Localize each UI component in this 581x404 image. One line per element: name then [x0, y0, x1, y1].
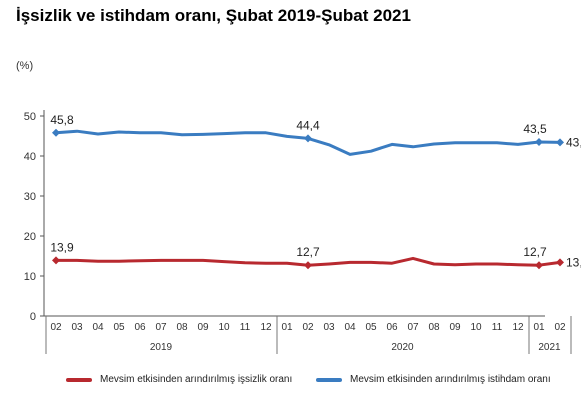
x-tick-label: 05 [113, 322, 125, 333]
y-tick-label: 30 [24, 191, 36, 203]
data-point-marker [304, 261, 312, 270]
y-tick-label: 10 [24, 271, 36, 283]
x-tick-label: 11 [492, 322, 503, 333]
x-tick-label: 03 [323, 322, 335, 333]
data-label: 12,7 [523, 245, 547, 259]
x-tick-label: 01 [281, 322, 293, 333]
data-label: 13,4 [566, 255, 581, 269]
x-tick-label: 08 [176, 322, 188, 333]
x-tick-label: 02 [302, 322, 314, 333]
x-tick-label: 12 [260, 322, 272, 333]
x-tick-label: 10 [218, 322, 230, 333]
employment-swatch [316, 377, 342, 382]
data-label: 44,4 [296, 118, 320, 132]
x-tick-label: 06 [134, 322, 146, 333]
y-tick-label: 20 [24, 231, 36, 243]
x-tick-label: 09 [197, 322, 209, 333]
data-point-marker [556, 258, 564, 267]
x-tick-label: 01 [533, 322, 545, 333]
year-label: 2020 [391, 342, 414, 353]
y-tick-label: 0 [30, 311, 36, 323]
data-label: 12,7 [296, 245, 320, 259]
data-point-marker [52, 128, 60, 137]
legend-label-employment: Mevsim etkisinden arındırılmış istihdam … [350, 374, 551, 385]
x-tick-label: 07 [407, 322, 419, 333]
x-tick-label: 06 [386, 322, 398, 333]
x-tick-label: 05 [365, 322, 377, 333]
data-point-marker [535, 138, 543, 146]
x-tick-label: 08 [428, 322, 440, 333]
data-label: 43,4 [566, 135, 581, 149]
legend-item-employment: Mevsim etkisinden arındırılmış istihdam … [316, 374, 551, 385]
legend-label-unemployment: Mevsim etkisinden arındırılmış işsizlik … [100, 374, 293, 385]
x-tick-label: 07 [155, 322, 167, 333]
data-point-marker [304, 134, 312, 143]
data-point-marker [52, 256, 60, 265]
data-point-marker [535, 261, 543, 270]
year-label: 2021 [538, 342, 561, 353]
chart-title: İşsizlik ve istihdam oranı, Şubat 2019-Ş… [16, 6, 411, 25]
x-tick-label: 02 [50, 322, 62, 333]
x-tick-label: 04 [344, 322, 356, 333]
data-label: 43,5 [523, 122, 547, 136]
x-tick-label: 12 [512, 322, 524, 333]
x-tick-label: 09 [449, 322, 461, 333]
x-tick-label: 10 [470, 322, 482, 333]
legend-item-unemployment: Mevsim etkisinden arındırılmış işsizlik … [66, 374, 292, 385]
data-label: 13,9 [50, 240, 74, 254]
x-tick-label: 02 [554, 322, 566, 333]
y-tick-label: 50 [24, 111, 36, 123]
data-point-marker [556, 138, 564, 147]
x-tick-label: 03 [71, 322, 83, 333]
unemployment-swatch [66, 377, 92, 382]
x-tick-label: 11 [240, 322, 251, 333]
y-tick-label: 40 [24, 151, 36, 163]
x-tick-label: 04 [92, 322, 104, 333]
year-label: 2019 [150, 342, 173, 353]
data-label: 45,8 [50, 113, 74, 127]
y-axis-unit-label: (%) [16, 60, 33, 72]
